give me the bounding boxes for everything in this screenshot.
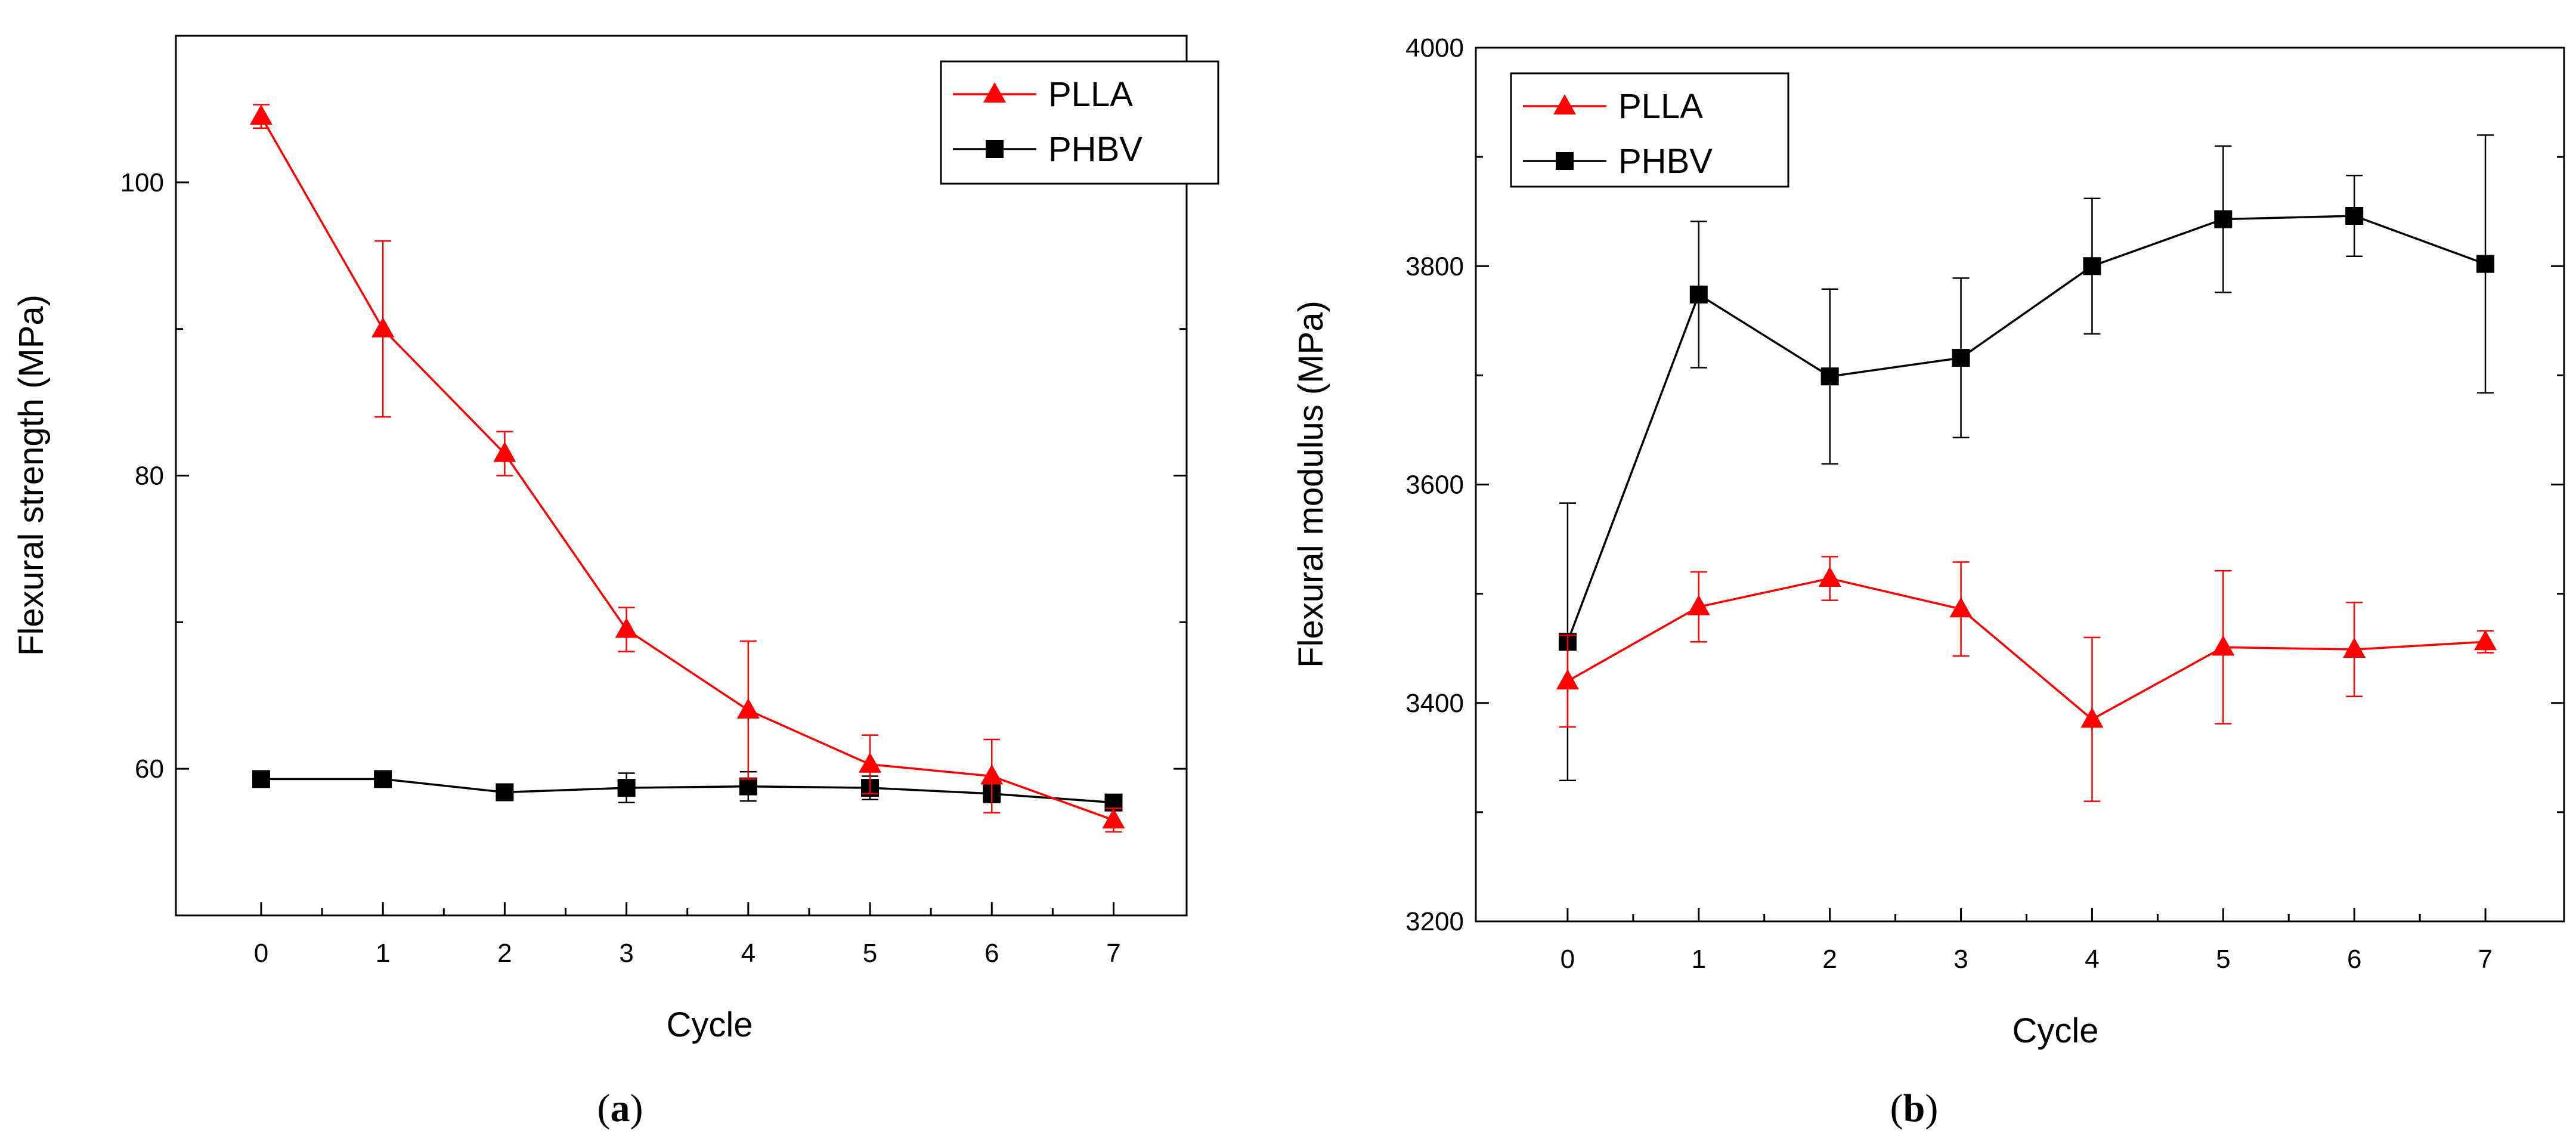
legend-label: PHBV	[1048, 130, 1143, 169]
data-point-triangle	[371, 317, 395, 338]
legend-marker-square	[1556, 152, 1574, 170]
data-point-square	[2083, 257, 2101, 276]
y-axis-title: Flexural modulus (MPa)	[1292, 301, 1330, 668]
data-point-triangle	[1102, 808, 1125, 829]
legend-label: PLLA	[1048, 75, 1133, 114]
x-axis-title: Cycle	[666, 1005, 753, 1044]
legend: PLLA PHBV	[1510, 72, 1789, 188]
caption-paren-close: )	[1925, 1087, 1938, 1130]
x-tick-label: 5	[863, 939, 877, 968]
data-point-triangle	[2343, 638, 2366, 658]
legend-label: PLLA	[1618, 87, 1703, 126]
data-point-triangle	[980, 764, 1004, 785]
data-point-square	[739, 777, 757, 796]
y-tick-label: 60	[135, 754, 164, 784]
x-tick-label: 6	[2347, 945, 2361, 974]
x-tick-label: 0	[254, 939, 268, 968]
caption-paren-open: (	[1890, 1087, 1903, 1130]
data-point-triangle	[493, 441, 516, 462]
legend-marker-triangle	[1553, 94, 1576, 114]
x-tick-label: 4	[2085, 945, 2099, 974]
data-point-square	[496, 783, 514, 802]
data-point-triangle	[1818, 566, 1841, 587]
y-tick-label: 3400	[1405, 689, 1464, 718]
data-point-triangle	[736, 698, 760, 719]
x-tick-label: 1	[1692, 945, 1706, 974]
panel-a: 0 1 2 3 4 5 6 7 60 80 100 Flexural strength (MPa) Cy…	[12, 35, 1219, 1130]
data-point-triangle	[1556, 669, 1579, 690]
y-tick-label: 4000	[1405, 33, 1464, 63]
legend-marker-square	[986, 140, 1004, 158]
data-point-triangle	[1949, 597, 1973, 618]
legend-label: PHBV	[1618, 142, 1713, 181]
x-tick-label: 3	[619, 939, 633, 968]
x-tick-label: 5	[2216, 945, 2230, 974]
panel-caption: (a)	[597, 1087, 643, 1130]
data-point-triangle	[2212, 635, 2235, 656]
x-tick-label: 0	[1561, 945, 1575, 974]
panel-caption: (b)	[1890, 1087, 1939, 1130]
y-tick-label: 80	[135, 462, 164, 491]
legend-marker-triangle	[983, 82, 1006, 103]
data-point-triangle	[249, 104, 273, 125]
data-point-square	[2214, 210, 2233, 228]
series-plla	[1556, 556, 2497, 802]
data-point-square	[1820, 367, 1839, 386]
panel-b: 0 1 2 3 4 5 6 7 3200 3400 3600 3800 4000 Flexural mod…	[1292, 33, 2565, 1130]
legend: PLLA PHBV	[940, 60, 1219, 185]
data-point-triangle	[1687, 595, 1710, 615]
y-tick-label: 100	[120, 168, 164, 197]
x-tick-label: 6	[984, 939, 999, 968]
x-tick-label: 2	[1822, 945, 1837, 974]
x-tick-label: 1	[376, 939, 390, 968]
x-tick-label: 3	[1953, 945, 1968, 974]
data-point-triangle	[2474, 630, 2497, 651]
series-line	[261, 778, 1114, 804]
x-axis-title: Cycle	[2012, 1011, 2098, 1050]
x-tick-label: 2	[497, 939, 512, 968]
x-tick-label: 4	[741, 939, 756, 968]
data-point-square	[2476, 255, 2495, 273]
series-line	[260, 116, 1114, 821]
caption-paren-close: )	[630, 1087, 643, 1130]
legend-box	[940, 60, 1219, 185]
y-tick-label: 3800	[1405, 252, 1464, 281]
y-axis-title: Flexural strength (MPa)	[12, 295, 51, 656]
x-tick-label: 7	[2478, 945, 2493, 974]
data-point-square	[374, 770, 392, 788]
data-point-triangle	[859, 752, 882, 773]
y-tick-label: 3600	[1405, 471, 1464, 500]
series-line	[1567, 577, 2486, 721]
data-point-triangle	[615, 617, 638, 638]
y-tick-label: 3200	[1405, 907, 1464, 936]
data-point-square	[617, 779, 636, 797]
data-point-square	[1689, 285, 1708, 304]
series-plla	[249, 104, 1125, 833]
data-point-square	[252, 770, 270, 788]
data-point-square	[2345, 207, 2364, 225]
caption-paren-open: (	[597, 1087, 611, 1130]
series-line	[1566, 215, 2486, 642]
x-tick-label: 7	[1106, 939, 1120, 968]
caption-letter: b	[1903, 1087, 1925, 1130]
data-point-triangle	[2080, 707, 2104, 728]
caption-letter: a	[611, 1087, 630, 1130]
data-point-square	[1952, 349, 1970, 367]
